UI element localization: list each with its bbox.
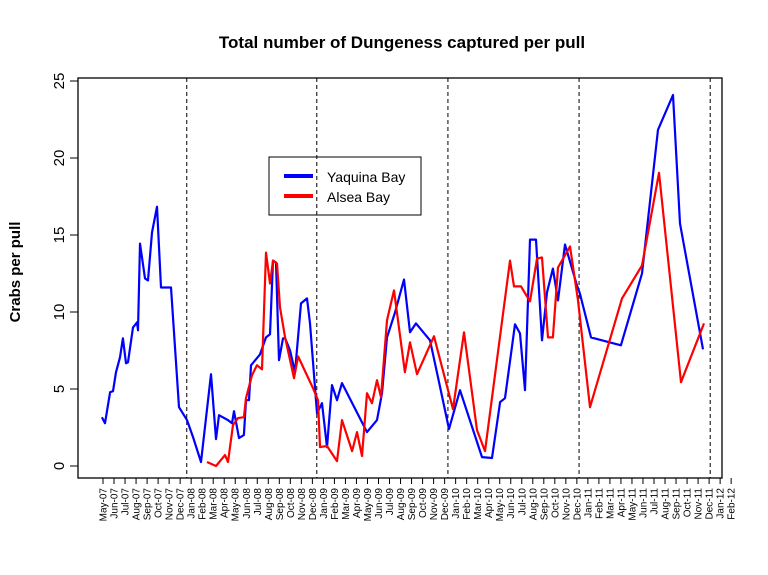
series-line-yaquina-bay — [100, 93, 705, 464]
x-tick-label: Mar-09 — [341, 488, 352, 520]
x-tick-label: Nov-08 — [297, 488, 308, 521]
x-tick-label: May-11 — [627, 488, 638, 521]
y-axis: 0 5 10 15 20 25 — [51, 73, 78, 470]
x-tick-label: Dec-10 — [572, 488, 583, 521]
x-tick-label: Oct-10 — [550, 488, 561, 518]
x-tick-label: Oct-09 — [418, 488, 429, 518]
series-group — [100, 93, 706, 468]
y-tick-label: 15 — [51, 227, 68, 244]
x-tick-label: Nov-11 — [694, 488, 705, 520]
legend-label-alsea: Alsea Bay — [327, 189, 390, 205]
y-tick-label: 0 — [51, 462, 68, 470]
x-tick-label: Jun-09 — [374, 488, 385, 519]
x-tick-label: Jul-11 — [650, 488, 661, 515]
x-tick-label: Jun-10 — [506, 488, 517, 519]
x-tick-label: Mar-11 — [605, 488, 616, 519]
x-tick-label: Jul-09 — [385, 488, 396, 516]
x-tick-label: Jul-10 — [517, 488, 528, 516]
x-tick-label: Dec-08 — [308, 488, 319, 521]
y-tick-label: 25 — [51, 73, 68, 90]
x-tick-label: Nov-07 — [165, 488, 176, 521]
x-tick-label: Sep-11 — [672, 488, 683, 520]
x-tick-label: Feb-10 — [462, 488, 473, 520]
x-tick-label: Apr-09 — [352, 488, 363, 518]
x-tick-label: Sep-10 — [539, 488, 550, 521]
x-tick-label: Mar-08 — [209, 488, 220, 520]
x-tick-label: Aug-09 — [396, 488, 407, 521]
x-tick-label: Nov-09 — [429, 488, 440, 521]
x-tick-label: Sep-08 — [275, 488, 286, 521]
x-tick-label: Nov-10 — [561, 488, 572, 521]
x-tick-label: May-07 — [99, 488, 110, 522]
x-axis: May-07 Jun-07 Jul-07 Aug-07 Sep-07 Oct-07 Nov-… — [99, 478, 738, 521]
x-tick-label: Jan-08 — [187, 488, 198, 519]
x-tick-label: Aug-07 — [132, 488, 143, 521]
x-tick-label: Aug-10 — [528, 488, 539, 521]
legend-label-yaquina: Yaquina Bay — [327, 169, 405, 185]
y-tick-label: 10 — [51, 304, 68, 321]
series-line-alsea-bay — [206, 171, 706, 468]
x-tick-label: Sep-07 — [143, 488, 154, 521]
x-tick-label: Feb-08 — [198, 488, 209, 520]
x-tick-label: Feb-12 — [727, 488, 738, 520]
x-tick-label: Dec-11 — [705, 488, 716, 520]
x-tick-label: Aug-11 — [661, 488, 672, 520]
x-tick-label: Sep-09 — [407, 488, 418, 521]
x-tick-label: Apr-11 — [616, 488, 627, 518]
chart-title: Total number of Dungeness captured per p… — [219, 33, 585, 52]
legend: Yaquina Bay Alsea Bay — [268, 156, 422, 216]
x-tick-label: May-08 — [231, 488, 242, 522]
x-tick-label: Jul-08 — [253, 488, 264, 516]
x-tick-label: Apr-08 — [220, 488, 231, 518]
legend-box — [268, 156, 422, 216]
x-tick-label: Jun-08 — [242, 488, 253, 519]
x-tick-label: May-09 — [363, 488, 374, 522]
x-tick-label: Aug-08 — [264, 488, 275, 521]
x-tick-label: Oct-08 — [286, 488, 297, 518]
x-tick-label: Jan-12 — [716, 488, 727, 519]
y-tick-label: 20 — [51, 150, 68, 167]
plot-frame — [77, 77, 723, 479]
x-tick-label: Oct-11 — [683, 488, 694, 518]
x-tick-label: Jul-07 — [121, 488, 132, 516]
x-tick-label: May-10 — [495, 488, 506, 522]
x-tick-label: Jan-10 — [451, 488, 462, 519]
x-tick-label: Dec-07 — [176, 488, 187, 521]
x-tick-label: Jan-09 — [319, 488, 330, 519]
x-tick-label: Oct-07 — [154, 488, 165, 518]
x-tick-label: Jan-11 — [583, 488, 594, 518]
x-tick-label: Dec-09 — [440, 488, 451, 521]
x-tick-label: Jun-11 — [638, 488, 649, 518]
x-tick-label: Apr-10 — [484, 488, 495, 518]
x-tick-label: Jun-07 — [110, 488, 121, 519]
dashed-year-lines — [186, 78, 711, 478]
y-axis-label: Crabs per pull — [7, 222, 24, 323]
x-tick-label: Mar-10 — [473, 488, 484, 520]
x-tick-label: Feb-11 — [594, 488, 605, 519]
x-tick-label: Feb-09 — [330, 488, 341, 520]
y-tick-label: 5 — [51, 385, 68, 393]
